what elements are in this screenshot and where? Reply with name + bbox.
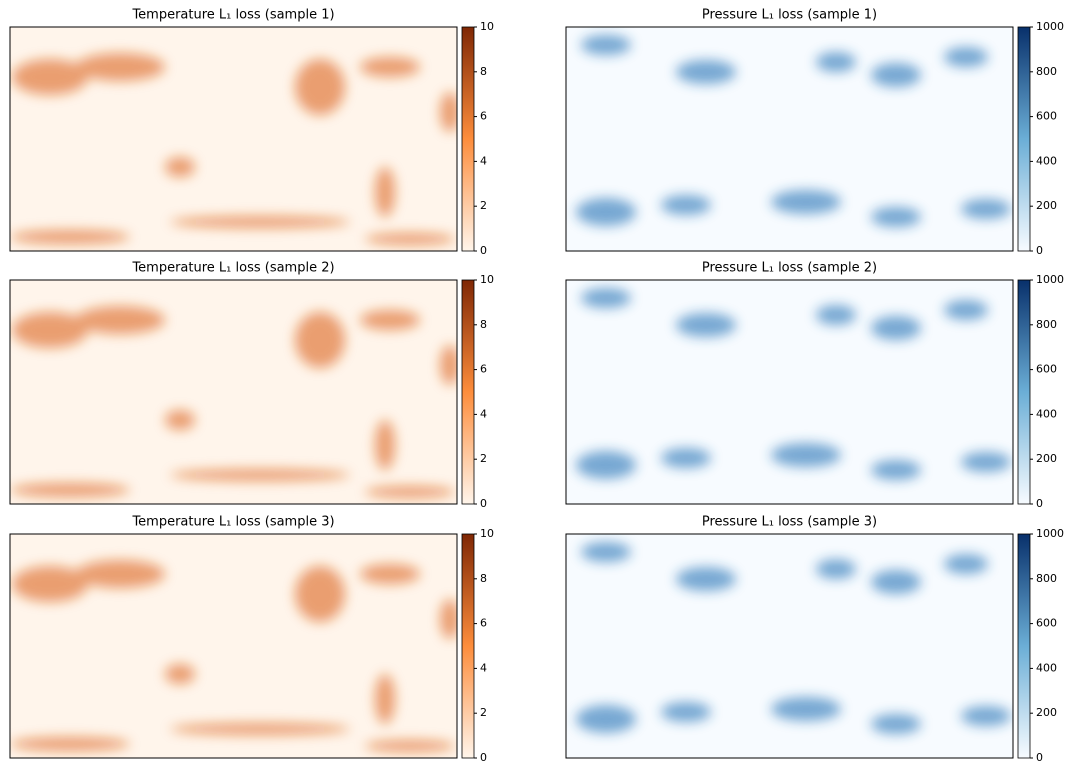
colorbar-tick-label: 8 xyxy=(480,65,487,78)
colorbar-tick-label: 10 xyxy=(480,527,494,540)
colorbar-tick-label: 200 xyxy=(1036,706,1057,719)
colorbar-tick-label: 400 xyxy=(1036,407,1057,420)
colorbar-tick-label: 4 xyxy=(480,407,487,420)
colorbar-tick-label: 10 xyxy=(480,273,494,286)
panel-title: Temperature L₁ loss (sample 1) xyxy=(131,8,334,23)
colorbar-tick-label: 6 xyxy=(480,110,487,123)
colorbar-tick-label: 200 xyxy=(1036,452,1057,465)
colorbar-tick-label: 4 xyxy=(480,661,487,674)
colorbar-tick-label: 600 xyxy=(1036,110,1057,123)
colorbar-tick-label: 0 xyxy=(480,244,487,257)
colorbar-tick-label: 0 xyxy=(480,497,487,510)
colorbar-tick-label: 2 xyxy=(480,452,487,465)
colorbar-tick-label: 800 xyxy=(1036,65,1057,78)
panel-title: Pressure L₁ loss (sample 1) xyxy=(702,8,877,23)
colorbar-tick-label: 600 xyxy=(1036,617,1057,630)
colorbar-tick-label: 200 xyxy=(1036,199,1057,212)
colorbar xyxy=(462,534,474,758)
colorbar-tick-label: 1000 xyxy=(1036,273,1064,286)
colorbar xyxy=(462,280,474,504)
colorbar-tick-label: 0 xyxy=(1036,497,1043,510)
panel-title: Pressure L₁ loss (sample 3) xyxy=(702,515,877,530)
colorbar-tick-label: 0 xyxy=(1036,244,1043,257)
colorbar-tick-label: 2 xyxy=(480,706,487,719)
colorbar-tick-label: 8 xyxy=(480,318,487,331)
panel-title: Temperature L₁ loss (sample 3) xyxy=(131,515,334,530)
colorbar xyxy=(1018,280,1030,504)
colorbar-tick-label: 1000 xyxy=(1036,20,1064,33)
colorbar-tick-label: 800 xyxy=(1036,572,1057,585)
panel-title: Pressure L₁ loss (sample 2) xyxy=(702,261,877,276)
colorbar-tick-label: 800 xyxy=(1036,318,1057,331)
colorbar-tick-label: 8 xyxy=(480,572,487,585)
colorbar-tick-label: 4 xyxy=(480,154,487,167)
colorbar-tick-label: 6 xyxy=(480,617,487,630)
panel-title: Temperature L₁ loss (sample 2) xyxy=(131,261,334,276)
colorbar xyxy=(1018,534,1030,758)
colorbar-tick-label: 6 xyxy=(480,363,487,376)
colorbar-tick-label: 2 xyxy=(480,199,487,212)
figure: Temperature L₁ loss (sample 1) 0 2 4 6 8 10 Pre… xyxy=(0,0,1082,761)
colorbar xyxy=(1018,27,1030,251)
colorbar-tick-label: 400 xyxy=(1036,661,1057,674)
colorbar-tick-label: 400 xyxy=(1036,154,1057,167)
colorbar-tick-label: 10 xyxy=(480,20,494,33)
colorbar-tick-label: 1000 xyxy=(1036,527,1064,540)
colorbar xyxy=(462,27,474,251)
colorbar-tick-label: 600 xyxy=(1036,363,1057,376)
colorbar-tick-label: 0 xyxy=(1036,751,1043,761)
colorbar-tick-label: 0 xyxy=(480,751,487,761)
